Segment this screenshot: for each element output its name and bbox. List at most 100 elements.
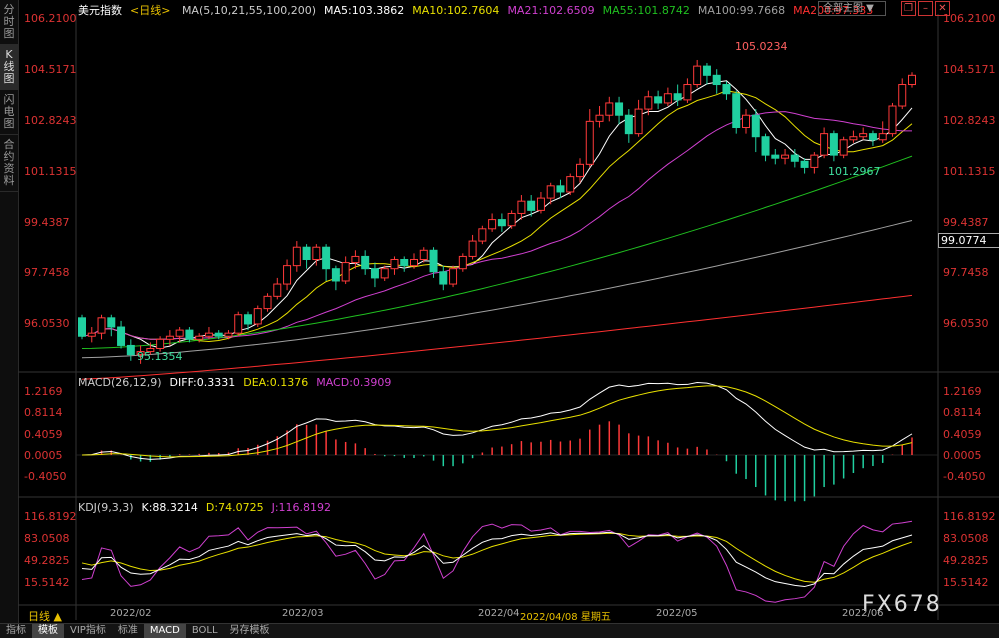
ma-legend-item: MA100:99.7668 <box>697 4 786 17</box>
bottom-tab[interactable]: 模板 <box>32 624 64 638</box>
candle-body <box>117 326 126 346</box>
candle-body <box>390 258 399 270</box>
candle-body <box>78 317 86 337</box>
candle-body <box>175 329 184 337</box>
candle-body <box>429 249 438 273</box>
candle-body <box>370 268 379 279</box>
candle-body <box>517 200 526 214</box>
price-axis-label: 102.8243 <box>24 114 77 127</box>
candle-body <box>439 271 448 285</box>
candle-body <box>712 74 721 86</box>
bottom-tab[interactable]: 标准 <box>117 625 138 636</box>
kdj-axis-label: 116.8192 <box>943 510 996 523</box>
candle-body <box>468 240 477 257</box>
candle-body <box>595 114 604 122</box>
restore-icon[interactable]: ❐ <box>901 1 916 16</box>
close-icon[interactable]: ✕ <box>935 1 950 16</box>
bottom-tab[interactable]: VIP指标 <box>70 625 106 636</box>
candle-body <box>536 197 545 211</box>
candle-body <box>751 114 760 138</box>
candle-body <box>693 65 702 86</box>
candle-body <box>380 268 389 279</box>
diff-line <box>81 382 913 460</box>
candle-body <box>624 114 633 135</box>
bottom-toolbar: 指标 模板 VIP指标 标准 MACD BOLL 另存模板 <box>0 623 999 638</box>
symbol-label: 美元指数 <box>78 4 122 17</box>
macd-axis-label: -0.4050 <box>943 470 986 483</box>
kdj-axis-label: 15.5142 <box>943 576 989 589</box>
ma100-line <box>81 220 913 359</box>
candle-body <box>908 74 916 86</box>
candle-body <box>898 84 907 107</box>
sidebar-tab-3[interactable]: 合约资料 <box>0 135 18 192</box>
macd_legend-item: DIFF:0.3331 <box>169 376 236 389</box>
period-selector[interactable]: 日线 ▲ <box>28 610 62 623</box>
candle-body <box>331 268 340 282</box>
candle-body <box>605 102 614 116</box>
bottom-tab[interactable]: 另存模板 <box>229 625 270 636</box>
candle-body <box>449 268 458 285</box>
candle-body <box>878 133 887 141</box>
sidebar-tab-0[interactable]: 分时图 <box>0 0 18 45</box>
bottom-tab[interactable]: MACD <box>143 624 186 638</box>
macd-axis-label: 0.4059 <box>943 428 982 441</box>
candle-body <box>654 96 663 104</box>
price-axis-label: 96.0530 <box>24 317 70 330</box>
candle-body <box>361 255 370 270</box>
kdj-axis-label: 49.2825 <box>943 554 989 567</box>
kdj_legend-item: K:88.3214 <box>141 501 198 514</box>
candle-body <box>839 139 848 156</box>
bottom-tab[interactable]: 指标 <box>6 625 26 636</box>
candle-body <box>322 246 331 270</box>
candle-body <box>410 258 418 267</box>
candle-body <box>790 154 799 162</box>
candle-body <box>722 84 731 95</box>
candle-body <box>644 96 653 110</box>
macd-axis-label: 0.4059 <box>24 428 63 441</box>
candle-body <box>527 200 536 211</box>
candle-body <box>263 295 272 310</box>
candle-body <box>615 102 624 116</box>
macd-axis-label: 0.8114 <box>24 406 63 419</box>
bottom-tab[interactable]: BOLL <box>191 625 218 636</box>
ma-legend-item: MA(5,10,21,55,100,200) <box>181 4 316 17</box>
candle-body <box>146 348 155 353</box>
candle-body <box>800 160 809 168</box>
swing-low-annotation: 101.2967 <box>828 165 881 178</box>
candle-body <box>566 176 575 193</box>
candle-body <box>829 133 838 156</box>
main-chart-select[interactable]: 全部主图 ▼ <box>818 1 886 16</box>
candle-body <box>400 258 409 267</box>
sidebar-tab-2[interactable]: 闪电图 <box>0 90 18 135</box>
date-axis-label: 2022/02 <box>110 608 152 619</box>
price-axis-label: 104.5171 <box>24 63 77 76</box>
k-line <box>81 531 913 588</box>
kdj-axis-label: 83.0508 <box>943 532 989 545</box>
candle-body <box>742 114 750 129</box>
price-axis-label: 102.8243 <box>943 114 996 127</box>
candle-body <box>244 314 252 325</box>
candle-body <box>126 344 135 356</box>
price-axis-label: 99.4387 <box>943 216 989 229</box>
minimize-icon[interactable]: – <box>918 1 933 16</box>
main-chart-select-label: 全部主图 <box>823 3 863 14</box>
candle-body <box>576 163 584 178</box>
kdj_legend-item: D:74.0725 <box>205 501 264 514</box>
macd_legend-item: MACD(26,12,9) <box>78 376 162 389</box>
candle-body <box>283 265 292 285</box>
macd-legend: MACD(26,12,9) DIFF:0.3331 DEA:0.1376 MACD:0… <box>78 376 399 389</box>
candle-body <box>702 65 711 76</box>
candle-body <box>497 219 506 227</box>
period-tag: <日线> <box>130 4 171 17</box>
date-axis-label: 2022/05 <box>656 608 698 619</box>
macd_legend-item: MACD:0.3909 <box>316 376 392 389</box>
candle-body <box>849 136 858 141</box>
candle-body <box>185 329 194 340</box>
candle-body <box>478 228 487 242</box>
candle-body <box>820 133 829 156</box>
ma-legend-item: MA200:97.333 <box>793 4 874 17</box>
price-axis-label: 106.2100 <box>943 12 996 25</box>
